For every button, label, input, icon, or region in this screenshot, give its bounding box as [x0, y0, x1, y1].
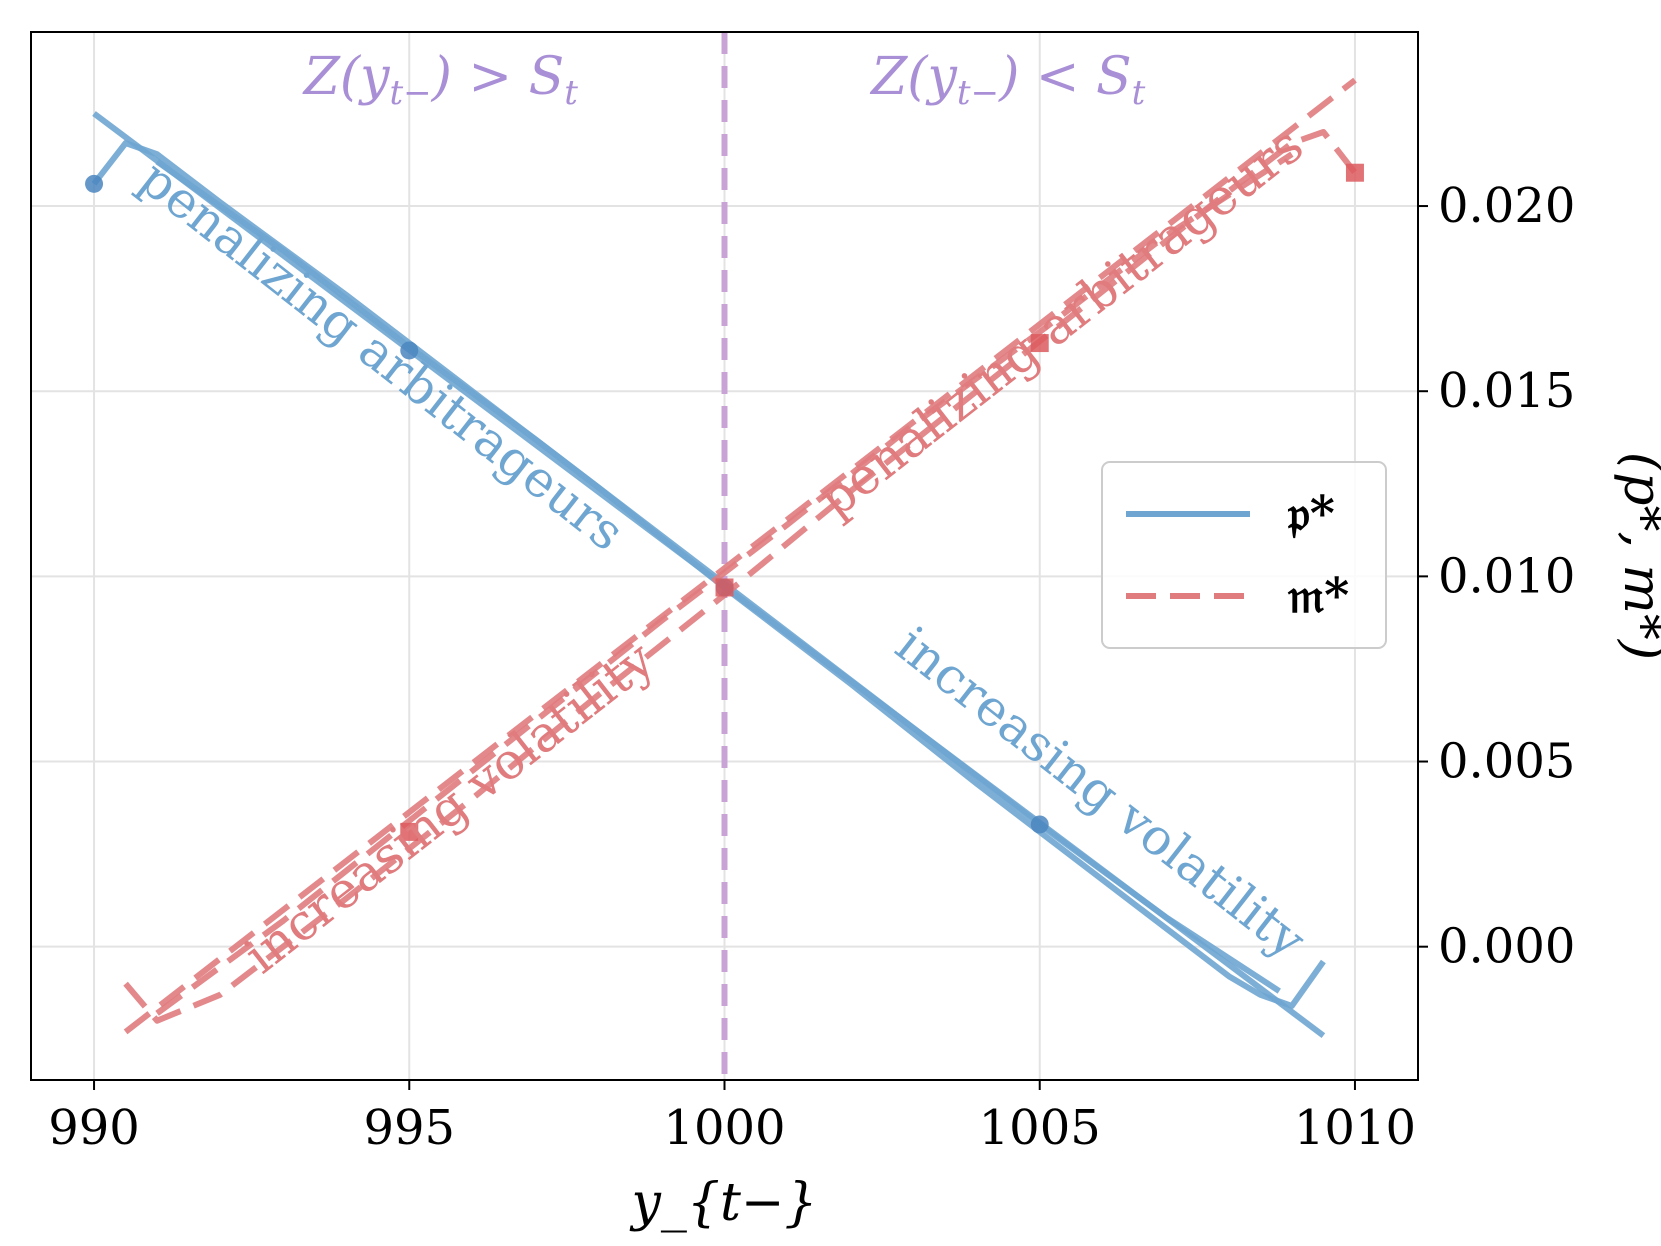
- series-p-marker-1: [400, 341, 419, 360]
- x-tick-label-1005: 1005: [979, 1100, 1101, 1156]
- series-m-marker-3: [1345, 163, 1364, 182]
- legend-label-p: 𝔭*: [1287, 486, 1335, 542]
- y-tick-label-0.010: 0.010: [1438, 548, 1575, 604]
- series-m-line-0: [123, 77, 1357, 1035]
- legend: 𝔭* 𝔪*: [1101, 461, 1387, 649]
- legend-box: [1101, 461, 1387, 649]
- x-tick-label-995: 995: [363, 1100, 455, 1156]
- annotation-2: increasing volatility: [234, 630, 666, 985]
- y-tick-label-0.020: 0.020: [1438, 178, 1575, 234]
- series-m-marker-2: [1030, 334, 1049, 353]
- series-p-marker-3: [1030, 815, 1049, 834]
- y-tick-label-0.015: 0.015: [1438, 363, 1575, 419]
- series-m-line-2: [155, 151, 1294, 1016]
- marker-layer: [85, 163, 1364, 841]
- series-m-marker-1: [715, 578, 734, 597]
- legend-label-m: 𝔪*: [1287, 568, 1349, 624]
- region-label-right: Z(yt−) < St: [869, 47, 1146, 113]
- x-tick-label-990: 990: [48, 1100, 140, 1156]
- x-axis-ticks: 990 995 1000 1005 1010: [48, 1080, 1416, 1156]
- y-axis-label: (p*, m*): [1612, 452, 1661, 660]
- x-tick-label-1010: 1010: [1294, 1100, 1416, 1156]
- series-m-line-1: [123, 129, 1358, 1024]
- region-label-left: Z(yt−) > St: [302, 47, 578, 113]
- y-tick-label-0.005: 0.005: [1438, 734, 1575, 790]
- series-m-marker-0: [400, 822, 419, 841]
- annotation-0: penalizing arbitrageurs: [129, 149, 635, 562]
- annotation-3: increasing volatility: [885, 615, 1317, 970]
- y-tick-label-0.000: 0.000: [1438, 919, 1575, 975]
- x-axis-label: y_{t−}: [629, 1173, 817, 1233]
- y-axis-ticks: 0.000 0.005 0.010 0.015 0.020: [1418, 178, 1575, 975]
- x-tick-label-1000: 1000: [663, 1100, 785, 1156]
- series-p-marker-0: [85, 174, 104, 193]
